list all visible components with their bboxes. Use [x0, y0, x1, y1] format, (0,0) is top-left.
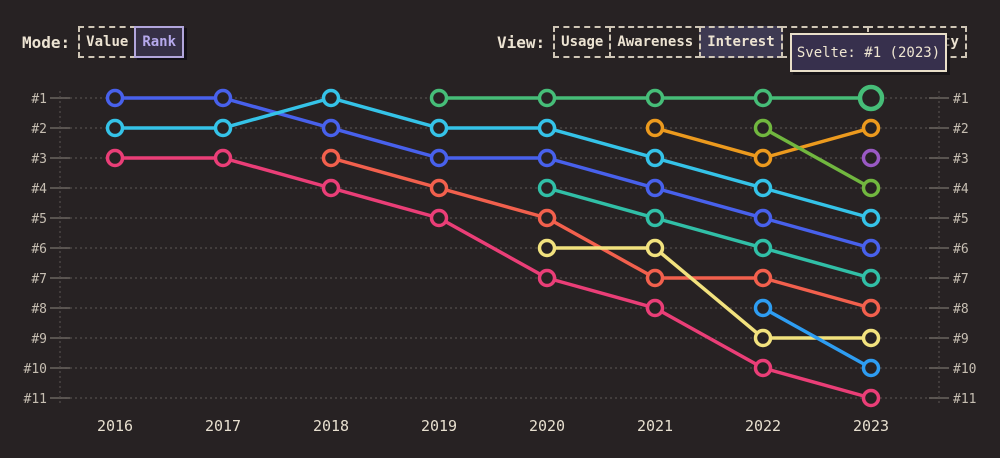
rank-axis-label-right: #1: [953, 92, 969, 107]
data-point-emerald-2023-highlighted[interactable]: [857, 84, 885, 112]
year-axis-label: 2021: [637, 417, 673, 435]
year-axis-label: 2016: [97, 417, 133, 435]
data-point-blue-2019[interactable]: [429, 148, 449, 168]
data-point-pink-2018[interactable]: [321, 178, 341, 198]
year-axis-label: 2017: [205, 417, 241, 435]
year-axis-label: 2019: [421, 417, 457, 435]
data-point-emerald-2019[interactable]: [429, 88, 449, 108]
data-point-teal-2022[interactable]: [753, 238, 773, 258]
year-axis-label: 2022: [745, 417, 781, 435]
data-point-pink-2021[interactable]: [645, 298, 665, 318]
data-point-cyan-2016[interactable]: [105, 118, 125, 138]
data-point-blue-2017[interactable]: [213, 88, 233, 108]
rank-axis-label-left: #1: [31, 92, 47, 107]
rank-axis-label-left: #7: [31, 272, 47, 287]
rank-axis-label-right: #11: [953, 392, 976, 407]
data-point-amber-2022[interactable]: [753, 148, 773, 168]
year-axis-label: 2018: [313, 417, 349, 435]
data-point-yellow-2021[interactable]: [645, 238, 665, 258]
series-line-salmon: [329, 156, 873, 310]
data-point-pink-2016[interactable]: [105, 148, 125, 168]
series-line-cyan: [113, 96, 873, 220]
data-point-pink-2023[interactable]: [861, 388, 881, 408]
data-point-pink-2019[interactable]: [429, 208, 449, 228]
rank-axis-label-left: #5: [31, 212, 47, 227]
data-point-pink-2017[interactable]: [213, 148, 233, 168]
data-point-blue-2018[interactable]: [321, 118, 341, 138]
view-label: View:: [497, 32, 546, 52]
data-point-olive-2022[interactable]: [753, 118, 773, 138]
hover-tooltip: Svelte: #1 (2023): [790, 33, 947, 72]
rank-axis-label-left: #6: [31, 242, 47, 257]
series-line-teal: [545, 186, 873, 280]
view-control-group: View: Usage Awareness Interest Positivit…: [497, 26, 967, 58]
data-point-emerald-2022[interactable]: [753, 88, 773, 108]
data-point-amber-2023[interactable]: [861, 118, 881, 138]
data-point-pink-2020[interactable]: [537, 268, 557, 288]
mode-label: Mode:: [22, 32, 71, 52]
data-point-cyan-2018[interactable]: [321, 88, 341, 108]
data-point-cyan-2017[interactable]: [213, 118, 233, 138]
rank-axis-label-right: #10: [953, 362, 976, 377]
rank-axis-label-right: #3: [953, 152, 969, 167]
data-point-blue-2020[interactable]: [537, 148, 557, 168]
data-point-sky-2022[interactable]: [753, 298, 773, 318]
rank-axis-label-left: #10: [24, 362, 47, 377]
year-axis-label: 2023: [853, 417, 889, 435]
rank-axis-label-left: #2: [31, 122, 47, 137]
mode-control-group: Mode: Value Rank: [22, 26, 185, 58]
data-point-salmon-2022[interactable]: [753, 268, 773, 288]
data-point-cyan-2020[interactable]: [537, 118, 557, 138]
data-point-olive-2023[interactable]: [861, 178, 881, 198]
rank-axis-label-left: #3: [31, 152, 47, 167]
data-point-salmon-2023[interactable]: [861, 298, 881, 318]
data-point-blue-2016[interactable]: [105, 88, 125, 108]
data-point-salmon-2020[interactable]: [537, 208, 557, 228]
data-point-yellow-2020[interactable]: [537, 238, 557, 258]
data-point-blue-2021[interactable]: [645, 178, 665, 198]
series-line-pink: [113, 156, 873, 400]
data-point-teal-2023[interactable]: [861, 268, 881, 288]
data-point-blue-2022[interactable]: [753, 208, 773, 228]
data-point-emerald-2020[interactable]: [537, 88, 557, 108]
series-line-sky: [761, 306, 873, 370]
data-point-purple-2023[interactable]: [861, 148, 881, 168]
data-point-salmon-2018[interactable]: [321, 148, 341, 168]
rank-axis-label-left: #4: [31, 182, 47, 197]
data-point-amber-2021[interactable]: [645, 118, 665, 138]
data-point-cyan-2021[interactable]: [645, 148, 665, 168]
rank-axis-label-left: #8: [31, 302, 47, 317]
data-point-salmon-2019[interactable]: [429, 178, 449, 198]
data-point-yellow-2022[interactable]: [753, 328, 773, 348]
data-point-salmon-2021[interactable]: [645, 268, 665, 288]
rank-axis-label-right: #6: [953, 242, 969, 257]
data-point-teal-2020[interactable]: [537, 178, 557, 198]
rank-axis-label-right: #4: [953, 182, 969, 197]
data-point-yellow-2023[interactable]: [861, 328, 881, 348]
series-line-blue: [113, 96, 873, 250]
rank-axis-label-right: #9: [953, 332, 969, 347]
rank-axis-label-right: #8: [953, 302, 969, 317]
data-point-cyan-2022[interactable]: [753, 178, 773, 198]
mode-button-rank[interactable]: Rank: [134, 26, 185, 58]
year-axis-label: 2020: [529, 417, 565, 435]
rank-axis-label-right: #5: [953, 212, 969, 227]
data-point-sky-2023[interactable]: [861, 358, 881, 378]
data-point-blue-2023[interactable]: [861, 238, 881, 258]
rank-axis-label-left: #11: [24, 392, 47, 407]
data-point-cyan-2023[interactable]: [861, 208, 881, 228]
data-point-cyan-2019[interactable]: [429, 118, 449, 138]
data-point-teal-2021[interactable]: [645, 208, 665, 228]
rank-axis-label-left: #9: [31, 332, 47, 347]
data-point-emerald-2021[interactable]: [645, 88, 665, 108]
series-line-olive: [761, 126, 873, 190]
rank-axis-label-right: #7: [953, 272, 969, 287]
rank-axis-label-right: #2: [953, 122, 969, 137]
data-point-pink-2022[interactable]: [753, 358, 773, 378]
